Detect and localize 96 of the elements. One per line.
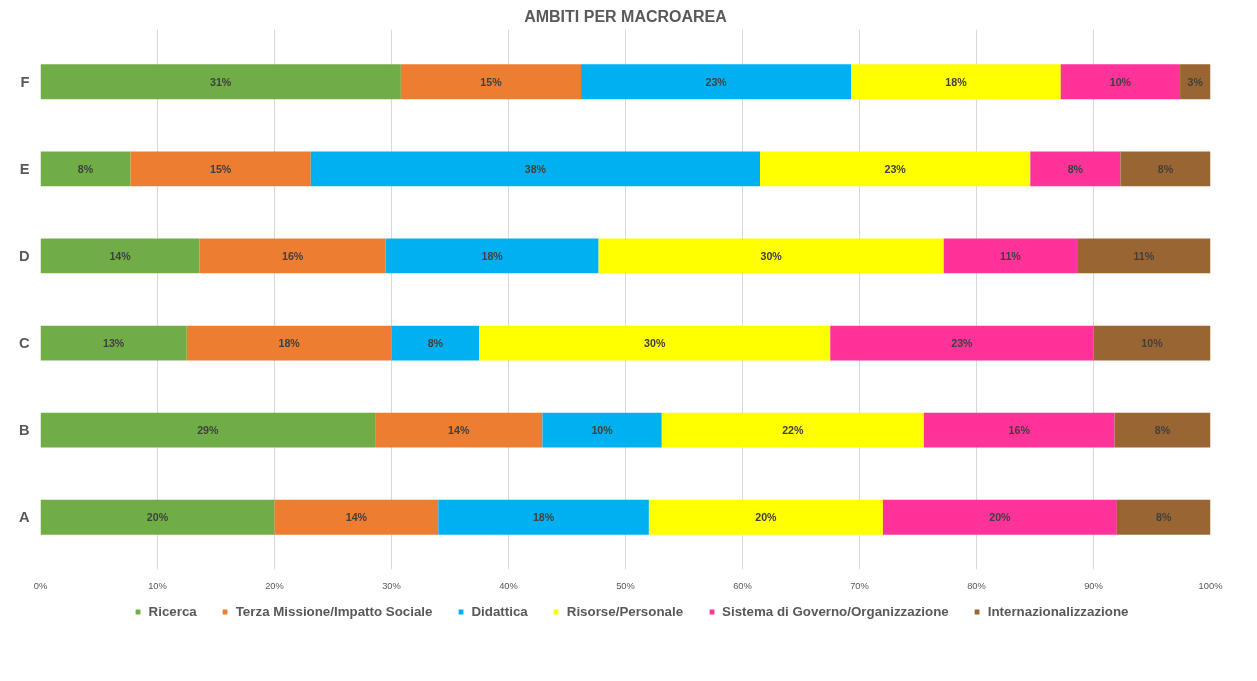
bar [943,238,1078,274]
data-label: 22% [782,424,804,437]
y-tick-label: D [18,247,30,264]
x-tick-label: 10% [148,580,167,591]
data-label: 8% [1154,424,1171,437]
data-label: 18% [481,249,504,262]
bar [1093,325,1211,361]
bar [1060,64,1181,100]
data-label: 16% [1008,424,1031,437]
bar [923,412,1115,448]
data-label: 18% [945,75,968,88]
bar [598,238,944,274]
data-label: 10% [591,424,614,437]
bar [186,325,392,361]
legend-label: Sistema di Governo/Organizzazione [722,603,949,619]
legend-label: Internazionalizzazione [987,603,1129,619]
x-tick-label: 40% [499,580,518,591]
bar [1030,151,1121,187]
data-label: 8% [1157,162,1174,175]
data-label: 20% [755,511,778,524]
x-tick-label: 0% [33,580,48,591]
x-tick-label: 60% [733,580,752,591]
x-tick-label: 80% [967,580,986,591]
bar [830,325,1094,361]
bar [40,499,275,535]
bar [542,412,662,448]
bar [40,64,401,100]
data-label: 8% [1067,162,1084,175]
x-tick-label: 50% [616,580,635,591]
data-label: 8% [427,337,444,350]
legend-label: Ricerca [148,603,197,619]
data-label: 16% [281,249,304,262]
bar [385,238,599,274]
bar [479,325,831,361]
data-label: 30% [644,337,666,350]
bar [274,499,439,535]
data-label: 8% [1156,511,1172,524]
bar [581,64,852,100]
bar [130,151,311,187]
bar [375,412,543,448]
y-tick-label: F [20,73,30,90]
data-label: 11% [1000,249,1022,262]
data-label: 20% [989,511,1012,524]
bar [1116,499,1211,535]
legend-label: Risorse/Personale [566,603,684,619]
bar [1077,238,1211,274]
data-label: 10% [1141,337,1164,350]
bar [199,238,386,274]
bar [661,412,924,448]
bar [40,325,187,361]
x-tick-label: 70% [850,580,869,591]
data-label: 3% [1187,75,1204,88]
bar [310,151,761,187]
bar [851,64,1061,100]
y-tick-label: B [18,422,30,439]
data-label: 23% [884,162,907,175]
data-label: 15% [480,75,503,88]
y-tick-label: A [18,509,30,526]
x-tick-label: 30% [382,580,401,591]
legend-label: Terza Missione/Impatto Sociale [235,603,433,619]
data-label: 18% [278,337,301,350]
data-label: 38% [524,162,547,175]
bar [40,412,376,448]
bar [438,499,649,535]
data-label: 23% [705,75,728,88]
data-label: 10% [1109,75,1132,88]
bar [648,499,883,535]
x-tick-label: 90% [1084,580,1103,591]
data-label: 23% [951,337,974,350]
data-label: 30% [760,249,783,262]
chart-title: AMBITI PER MACROAREA [524,7,728,25]
data-label: 18% [532,511,555,524]
bar [40,151,131,187]
bar [391,325,480,361]
bar [1120,151,1211,187]
bar [1180,64,1211,100]
bar [882,499,1117,535]
legend-label: Didattica [471,603,528,619]
data-label: 14% [448,424,470,437]
bar [760,151,1031,187]
data-label: 15% [210,162,232,175]
data-label: 14% [345,511,368,524]
y-tick-label: E [19,160,30,177]
x-tick-label: 20% [265,580,284,591]
data-label: 13% [102,337,125,350]
bar [40,238,200,274]
data-label: 11% [1133,249,1155,262]
data-label: 29% [197,424,219,437]
x-tick-label: 100% [1198,580,1223,591]
y-tick-label: C [18,335,30,352]
bar [400,64,582,100]
data-label: 20% [146,511,169,524]
data-label: 8% [77,162,94,175]
data-label: 14% [109,249,132,262]
data-label: 31% [210,75,232,88]
bar [1114,412,1211,448]
